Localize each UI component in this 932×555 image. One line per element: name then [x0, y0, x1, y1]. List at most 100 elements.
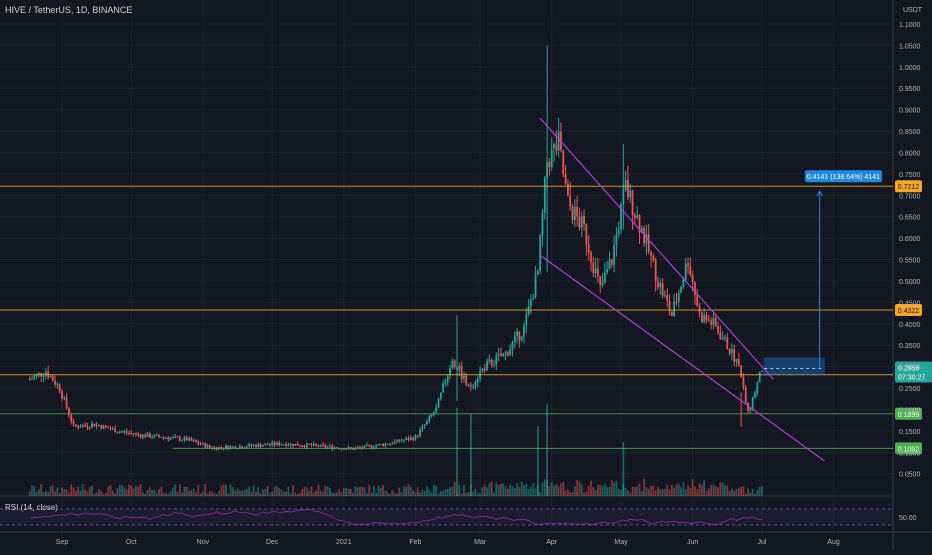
candle-body [506, 352, 509, 356]
volume-bar [453, 481, 456, 496]
candle-body [758, 371, 761, 383]
candle-body [724, 337, 726, 339]
y-tick-label: 0.7500 [899, 172, 921, 179]
volume-bar [465, 492, 468, 496]
volume-bar [262, 489, 264, 496]
y-tick-label: 0.5000 [899, 279, 921, 286]
volume-bar [91, 485, 93, 496]
volume-bar [389, 493, 391, 496]
candle-body [597, 268, 599, 277]
candle-body [275, 442, 278, 445]
candle-body [74, 424, 77, 427]
volume-bar [153, 489, 156, 496]
candle-body [91, 423, 93, 428]
x-tick-label: Dec [266, 539, 279, 546]
candle-body [657, 281, 659, 287]
candle-body [677, 292, 680, 302]
candle-body [733, 348, 736, 362]
y-tick-label: 1.1000 [899, 22, 921, 29]
measure-arrowhead [816, 190, 824, 197]
volume-bar [257, 486, 260, 496]
volume-bar [525, 483, 528, 496]
volume-bar [382, 484, 384, 496]
candle-body [303, 445, 306, 448]
candle-body [536, 270, 539, 275]
candle-body [474, 382, 477, 387]
volume-bar [292, 485, 294, 496]
candle-body [539, 235, 542, 271]
volume-bar [372, 485, 375, 496]
volume-bar [435, 485, 438, 496]
volume-bar [430, 492, 433, 496]
candle-body [751, 397, 754, 409]
volume-bar [158, 488, 160, 496]
volume-bar [523, 484, 525, 496]
volume-bar [165, 493, 167, 496]
rsi-line [29, 509, 762, 525]
last-price-value: 0.2956 [898, 365, 920, 372]
volume-bar [335, 492, 338, 496]
volume-bar [331, 492, 334, 496]
volume-bar [211, 491, 214, 496]
candle-body [689, 266, 692, 276]
candle-body [315, 443, 317, 446]
volume-bar [426, 486, 428, 496]
volume-bar [744, 493, 747, 496]
candle-body [610, 260, 613, 265]
x-tick-label: Aug [827, 539, 840, 546]
candle-body [176, 436, 179, 438]
volume-bar [761, 486, 763, 496]
volume-bar [287, 486, 290, 496]
volume-bar [585, 492, 588, 496]
volume-group [28, 404, 763, 496]
volume-bar [520, 481, 523, 496]
volume-bar [737, 487, 740, 496]
volume-bar [476, 493, 479, 496]
candle-body [472, 386, 475, 388]
level-tag [895, 442, 922, 455]
candle-body [543, 177, 546, 213]
candle-body [352, 448, 354, 450]
volume-bar [442, 490, 445, 496]
volume-bar [100, 491, 103, 496]
volume-bar [63, 489, 66, 496]
volume-bar [176, 491, 179, 496]
candle-body [118, 431, 121, 433]
candle-body [469, 384, 472, 387]
level-tag-text: 0.1092 [898, 446, 920, 453]
candle-body [391, 443, 394, 445]
y-tick-label: 0.2000 [899, 407, 921, 414]
candle-body [345, 448, 348, 450]
volume-bar [225, 484, 227, 496]
candle-body [58, 384, 61, 392]
volume-bar [511, 486, 514, 496]
volume-bar [238, 490, 241, 496]
volume-bar [573, 486, 576, 496]
currency-label: USDT [903, 7, 923, 14]
candle-body [652, 255, 655, 261]
volume-bar [657, 486, 659, 496]
volume-bar [714, 486, 717, 496]
volume-bar [347, 488, 350, 496]
volume-bar [137, 486, 140, 496]
volume-bar [84, 489, 86, 496]
candle-body [354, 447, 357, 450]
candle-body [631, 190, 634, 216]
volume-bar [569, 491, 572, 496]
candle-body [548, 162, 551, 168]
candle-body [271, 442, 274, 445]
candle-body [719, 332, 722, 340]
volume-bar [342, 488, 345, 496]
volume-bar [691, 479, 694, 496]
volume-bar [636, 486, 639, 496]
volume-bar [366, 493, 368, 496]
volume-bar [483, 484, 486, 496]
y-tick-label: 0.3500 [899, 343, 921, 350]
candle-body [319, 444, 322, 447]
candle-body [61, 391, 63, 399]
candle-body [349, 447, 352, 449]
candle-body [728, 348, 731, 354]
volume-bar [560, 483, 562, 496]
